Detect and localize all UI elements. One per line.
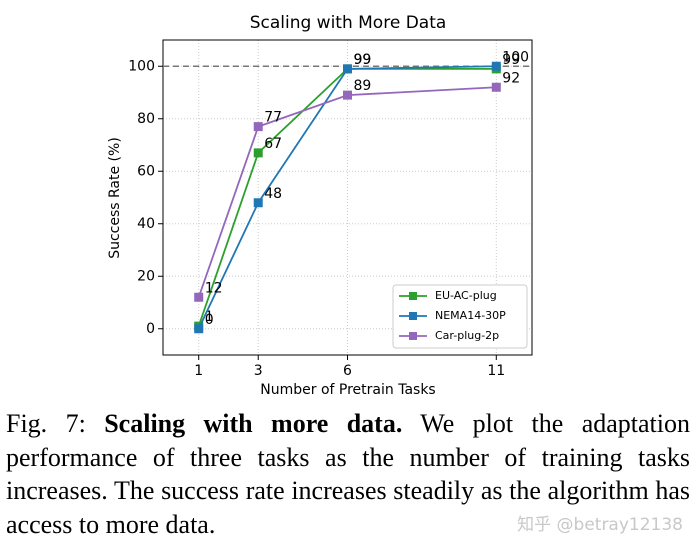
x-axis-label: Number of Pretrain Tasks — [260, 382, 435, 398]
x-tick-label: 3 — [254, 363, 263, 379]
caption-bold: Scaling with more data. — [104, 409, 403, 438]
value-label: 48 — [264, 186, 282, 202]
value-label: 99 — [502, 52, 520, 68]
marker — [253, 148, 263, 158]
caption-label: Fig. 7: — [6, 409, 86, 438]
y-tick-label: 100 — [128, 58, 155, 74]
legend-label: EU-AC-plug — [435, 289, 497, 302]
legend-label: NEMA14-30P — [435, 309, 506, 322]
value-label: 12 — [205, 280, 223, 296]
marker — [194, 324, 204, 334]
y-axis-label: Success Rate (%) — [107, 137, 123, 259]
value-label: 89 — [354, 78, 372, 94]
marker — [194, 292, 204, 302]
chart-title: Scaling with More Data — [250, 13, 447, 33]
value-label: 67 — [264, 136, 282, 152]
series-line — [197, 86, 497, 298]
x-tick-label: 6 — [343, 363, 352, 379]
marker — [491, 61, 501, 71]
y-tick-label: 0 — [146, 321, 155, 337]
value-label: 99 — [354, 52, 372, 68]
value-label: 77 — [264, 110, 282, 126]
legend-marker — [409, 292, 417, 300]
marker — [253, 198, 263, 208]
legend: EU-AC-plug NEMA14-30P Car-plug-2p — [392, 284, 528, 349]
watermark: 知乎 @betray12138 — [517, 515, 683, 535]
caption: Fig. 7: Scaling with more data. We plot … — [6, 407, 690, 541]
value-label: 100 — [502, 49, 529, 65]
value-label: 92 — [502, 70, 520, 86]
marker — [253, 122, 263, 132]
legend-marker — [409, 332, 417, 340]
marker — [343, 64, 352, 74]
marker — [343, 90, 352, 100]
series-line — [197, 65, 497, 330]
value-label: 99 — [354, 52, 372, 68]
y-tick-label: 60 — [137, 163, 155, 179]
chart: Scaling with More Data Number of Pretrai… — [107, 13, 533, 398]
caption-text: We plot the adaptation performance of th… — [6, 409, 690, 539]
x-tick-label: 11 — [487, 363, 505, 379]
legend-box — [392, 284, 528, 349]
value-label: 0 — [205, 312, 214, 328]
x-tick-label: 1 — [194, 363, 203, 379]
plot-frame — [162, 39, 533, 356]
legend-marker — [409, 312, 417, 320]
legend-label: Car-plug-2p — [435, 329, 499, 342]
marker — [491, 82, 501, 92]
y-tick-label: 80 — [137, 111, 155, 127]
value-label: 1 — [205, 309, 214, 325]
y-tick-label: 40 — [137, 216, 155, 232]
y-tick-label: 20 — [137, 268, 155, 284]
